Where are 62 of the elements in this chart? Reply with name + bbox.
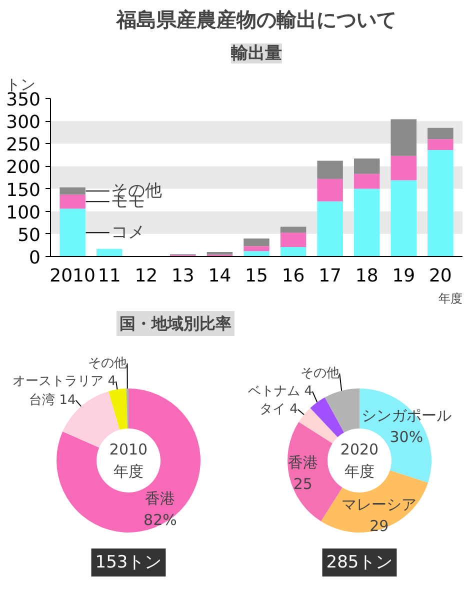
bar	[428, 150, 454, 256]
y-tick-label: 200	[6, 157, 41, 178]
x-tick-label: 19	[392, 266, 416, 286]
bar	[428, 128, 454, 140]
y-tick-label: 250	[6, 134, 41, 156]
text: 285トン	[326, 552, 393, 572]
x-axis-title: 年度	[438, 292, 462, 306]
bar	[390, 119, 417, 156]
bar	[280, 232, 306, 248]
text: 2010 年度	[109, 440, 148, 480]
slice-label: 香港	[288, 453, 318, 472]
y-tick-label: 150	[6, 180, 41, 201]
bar	[317, 178, 343, 202]
x-tick-label: 16	[282, 266, 305, 286]
bar	[244, 238, 270, 246]
slice-label: オーストラリア 4	[12, 374, 116, 389]
x-tick-label: 2010	[50, 266, 96, 286]
bar	[60, 194, 86, 209]
slice-label: 香港	[145, 489, 176, 508]
slice-label: その他	[88, 356, 128, 371]
bar	[60, 187, 86, 195]
y-tick-label: 300	[6, 112, 41, 134]
data-label: 25	[293, 474, 312, 493]
bar	[280, 226, 306, 233]
x-tick-label: 15	[245, 266, 268, 286]
x-tick-label: 13	[171, 266, 194, 286]
bar	[280, 247, 306, 256]
chart-subtitle: 輸出量	[230, 44, 282, 64]
slice-label: マレーシア	[342, 495, 417, 514]
bar	[354, 174, 380, 189]
bar	[317, 160, 343, 179]
x-tick-label: 12	[134, 266, 158, 286]
bar	[390, 180, 417, 256]
bar	[60, 208, 86, 256]
x-tick-label: 11	[98, 266, 121, 286]
bar	[354, 158, 380, 174]
bar	[96, 248, 122, 256]
x-tick-label: 18	[355, 266, 378, 286]
text: 2020 年度	[340, 440, 379, 480]
text: 153トン	[95, 552, 162, 572]
series-label: コメ	[111, 222, 146, 243]
bar	[244, 251, 270, 256]
data-label: 29	[370, 516, 389, 535]
y-tick-label: 50	[18, 224, 40, 246]
data-label: 30%	[390, 428, 424, 446]
slice-label: 台湾 14	[29, 392, 76, 408]
bar	[244, 246, 270, 252]
slice-label: その他	[300, 366, 340, 382]
chart-title: 福島県産農産物の輸出について	[116, 8, 396, 32]
bar	[206, 252, 233, 255]
slice-label: ベトナム 4	[248, 384, 312, 400]
x-tick-label: 17	[318, 266, 342, 286]
bar	[317, 201, 343, 256]
y-tick-label: 0	[29, 248, 40, 268]
bar	[390, 156, 417, 180]
x-tick-label: 14	[208, 266, 232, 286]
y-tick-label: 100	[6, 202, 41, 224]
chart-title: 国・地域別比率	[120, 314, 232, 333]
x-tick-label: 20	[428, 266, 452, 286]
bar	[354, 188, 380, 256]
bar	[428, 139, 454, 150]
slice-label: タイ 4	[259, 402, 298, 418]
